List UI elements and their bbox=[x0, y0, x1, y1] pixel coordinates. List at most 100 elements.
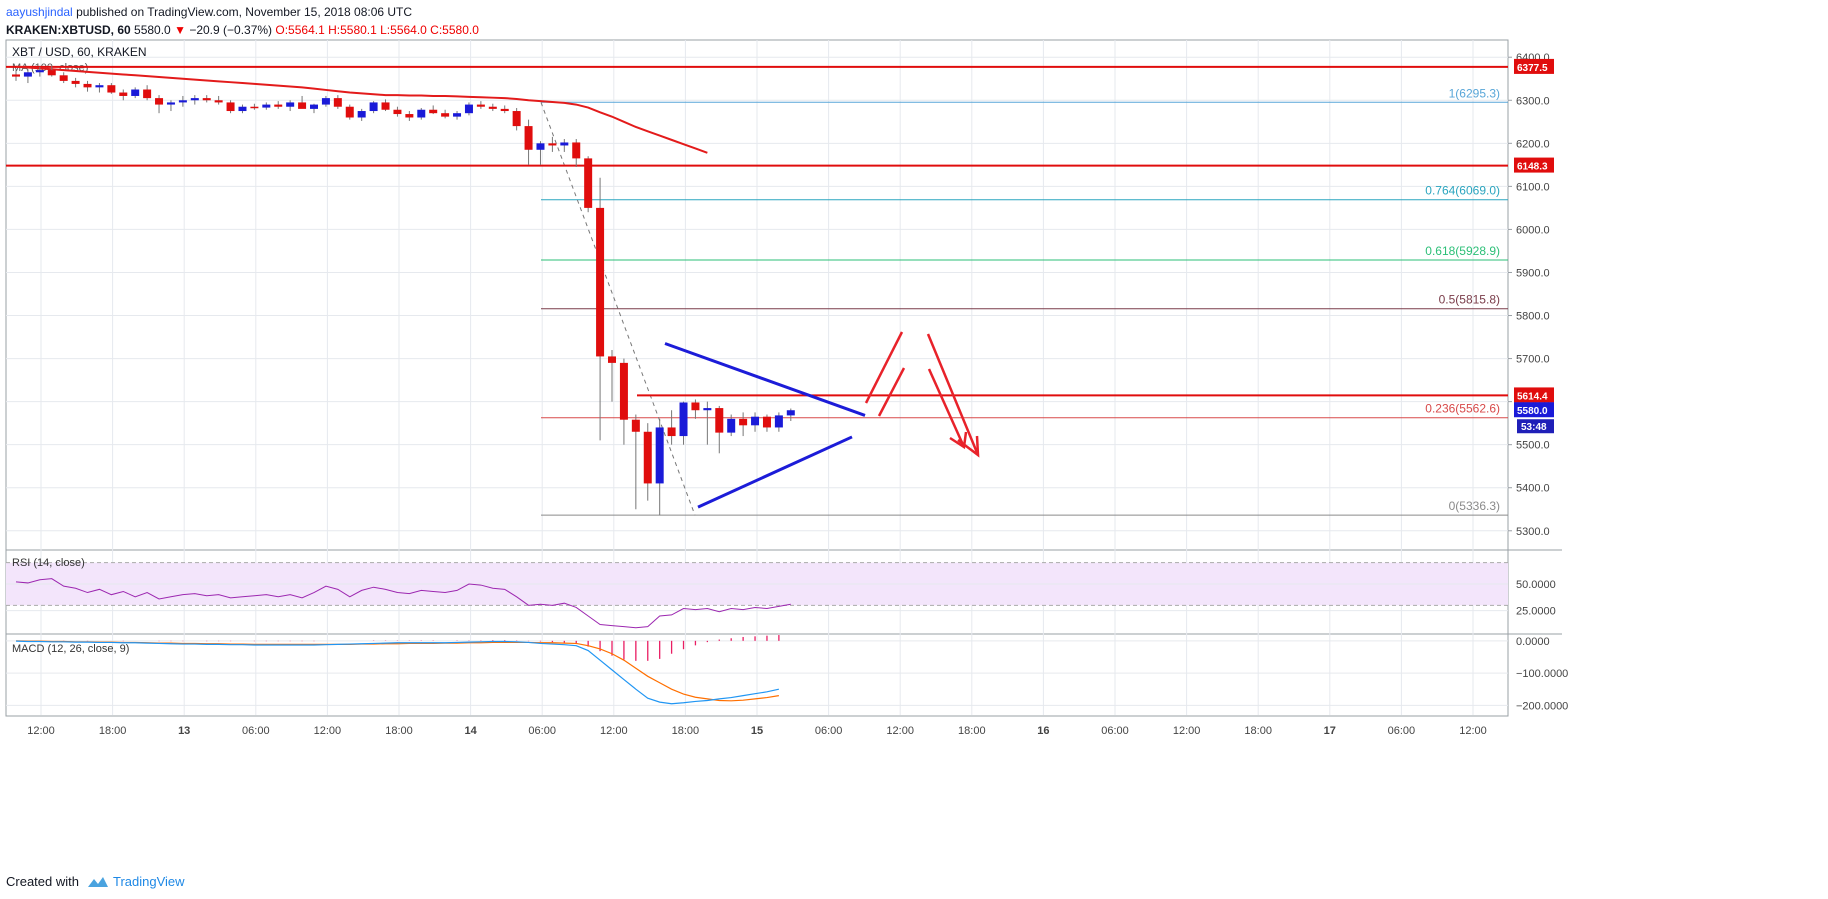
candle-body bbox=[250, 106, 259, 109]
created-with-label: Created with bbox=[6, 874, 79, 889]
ma-100-line bbox=[15, 65, 708, 154]
fib-trend-dashed-line bbox=[540, 102, 696, 516]
candle-body bbox=[155, 98, 164, 105]
candle-body bbox=[631, 419, 640, 432]
candle-body bbox=[655, 427, 664, 484]
candle-body bbox=[166, 102, 175, 105]
candle-body bbox=[357, 111, 366, 118]
up-arrow-stroke bbox=[864, 331, 904, 404]
x-tick-label: 12:00 bbox=[886, 725, 914, 737]
tradingview-logo-icon bbox=[87, 877, 108, 887]
fib-level-label: 1(6295.3) bbox=[1449, 86, 1500, 100]
tradingview-brand-label: TradingView bbox=[112, 874, 185, 889]
candle-body bbox=[405, 114, 414, 118]
candle-body bbox=[584, 158, 593, 208]
candle-body bbox=[548, 143, 557, 146]
y-tick-label: 6000.0 bbox=[1516, 224, 1550, 236]
candle-body bbox=[274, 104, 283, 107]
rsi-tick-label: 50.0000 bbox=[1516, 579, 1556, 591]
x-tick-label: 12:00 bbox=[314, 725, 342, 737]
x-tick-label: 17 bbox=[1324, 725, 1336, 737]
x-tick-label: 06:00 bbox=[1101, 725, 1129, 737]
x-tick-label: 18:00 bbox=[958, 725, 986, 737]
candle-body bbox=[369, 102, 378, 112]
change-arrow-icon: ▼ bbox=[174, 23, 186, 37]
candle-body bbox=[143, 89, 152, 99]
candle-body bbox=[572, 142, 581, 159]
candle-body bbox=[619, 362, 628, 420]
x-tick-label: 12:00 bbox=[1459, 725, 1487, 737]
fib-level-label: 0.236(5562.6) bbox=[1425, 402, 1500, 416]
candle-body bbox=[381, 102, 390, 110]
candle-body bbox=[333, 98, 342, 107]
x-tick-label: 16 bbox=[1037, 725, 1049, 737]
candle-body bbox=[310, 104, 318, 109]
x-tick-label: 18:00 bbox=[672, 725, 700, 737]
publish-info: published on TradingView.com, November 1… bbox=[76, 5, 413, 19]
ticker-symbol: KRAKEN:XBTUSD, 60 bbox=[6, 23, 131, 37]
candle-body bbox=[560, 142, 569, 146]
candle-body bbox=[286, 102, 295, 107]
x-tick-label: 06:00 bbox=[242, 725, 270, 737]
down-arrow-head bbox=[949, 431, 968, 450]
x-tick-label: 13 bbox=[178, 725, 190, 737]
level-price-label: 6148.3 bbox=[1517, 162, 1548, 173]
candle-body bbox=[262, 104, 271, 108]
footer: Created with TradingView bbox=[6, 873, 185, 891]
y-tick-label: 5500.0 bbox=[1516, 440, 1550, 452]
macd-signal-line bbox=[15, 640, 779, 702]
lower-trendline bbox=[697, 435, 853, 509]
candle-body bbox=[751, 416, 760, 426]
candle-body bbox=[47, 70, 56, 76]
candle-body bbox=[500, 108, 509, 112]
macd-title: MACD (12, 26, close, 9) bbox=[12, 643, 129, 655]
candle-body bbox=[131, 89, 140, 96]
candle-body bbox=[464, 104, 473, 114]
candle-body bbox=[59, 75, 68, 81]
candle-body bbox=[298, 102, 307, 109]
fib-level-label: 0.618(5928.9) bbox=[1425, 244, 1500, 258]
ticker-last: 5580.0 bbox=[134, 23, 171, 37]
y-tick-label: 6200.0 bbox=[1516, 138, 1550, 150]
fib-level-label: 0.764(6069.0) bbox=[1425, 184, 1500, 198]
candle-body bbox=[226, 102, 235, 112]
candle-body bbox=[12, 74, 20, 77]
author-link[interactable]: aayushjindal bbox=[6, 5, 73, 19]
candle-body bbox=[238, 106, 247, 112]
macd-tick-label: −100.0000 bbox=[1516, 668, 1568, 680]
candle-body bbox=[178, 100, 187, 103]
candle-body bbox=[703, 408, 712, 411]
y-tick-label: 6400.0 bbox=[1516, 52, 1550, 64]
level-price-label: 5614.4 bbox=[1517, 391, 1548, 402]
level-price-badge bbox=[1514, 58, 1554, 74]
candle-body bbox=[119, 92, 128, 96]
level-price-badge bbox=[1514, 387, 1554, 403]
macd-line bbox=[15, 640, 780, 705]
candle-body bbox=[35, 70, 44, 73]
macd-tick-label: −200.0000 bbox=[1516, 700, 1568, 712]
candle-body bbox=[214, 100, 223, 103]
chart-canvas[interactable]: 12:00 18:00 13 06:00 12:00 18:00 14 06:00 12:00 1… bbox=[0, 0, 1828, 870]
candle-body bbox=[739, 418, 748, 426]
y-tick-label: 5300.0 bbox=[1516, 526, 1550, 538]
candle-body bbox=[512, 111, 521, 127]
candle-body bbox=[393, 109, 402, 115]
publish-header: aayushjindal published on TradingView.co… bbox=[6, 4, 412, 20]
countdown-label: 53:48 bbox=[1521, 422, 1547, 433]
down-arrow-stroke bbox=[927, 368, 966, 448]
candle-body bbox=[23, 72, 32, 77]
tradingview-brand[interactable]: TradingView bbox=[87, 873, 185, 891]
candle-body bbox=[202, 98, 211, 101]
candle-body bbox=[321, 98, 330, 105]
x-tick-label: 12:00 bbox=[27, 725, 55, 737]
last-price-label: 5580.0 bbox=[1517, 406, 1548, 417]
x-tick-label: 14 bbox=[464, 725, 477, 737]
rsi-line bbox=[15, 578, 791, 629]
fib-level-label: 0(5336.3) bbox=[1449, 499, 1500, 513]
candle-body bbox=[596, 207, 605, 357]
candle-body bbox=[345, 106, 354, 118]
candle-body bbox=[190, 98, 199, 101]
candle-body bbox=[643, 431, 652, 484]
y-tick-label: 5400.0 bbox=[1516, 483, 1550, 495]
macd-tick-label: 0.0000 bbox=[1516, 636, 1550, 648]
